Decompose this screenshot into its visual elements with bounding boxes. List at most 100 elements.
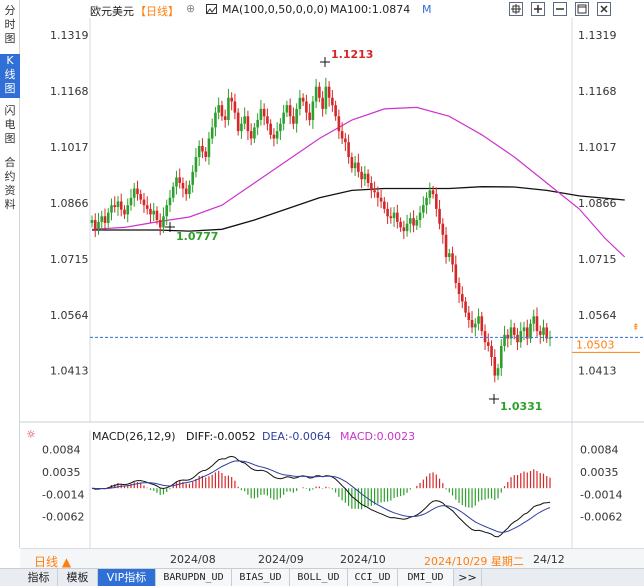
candle-body <box>318 86 321 98</box>
candle-body <box>191 171 194 185</box>
macd-tick-right: -0.0062 <box>580 511 622 524</box>
candle-body <box>210 127 214 139</box>
candle-body <box>305 101 308 113</box>
candle-body <box>483 331 487 343</box>
candle-body <box>175 177 178 187</box>
tab-bias[interactable]: BIAS_UD <box>232 569 290 586</box>
period-label[interactable]: 【日线】 <box>135 5 179 18</box>
candle-body <box>162 216 165 228</box>
tab-indicators[interactable]: 指标 <box>20 569 58 586</box>
price-tick-right: 1.1017 <box>578 141 617 154</box>
x-label-dec: 24/12 <box>533 553 565 566</box>
candle-body <box>532 316 536 324</box>
side-tab-contract[interactable]: 合约资料 <box>0 156 20 214</box>
candle-body <box>496 368 500 376</box>
candle-body <box>253 127 256 139</box>
candle-body <box>269 123 272 135</box>
ma-m-button[interactable]: M <box>422 3 432 16</box>
tab-cci[interactable]: CCI_UD <box>348 569 398 586</box>
prior-low-marker: 1.0777 <box>165 222 218 243</box>
candle-body <box>422 205 425 213</box>
price-tick-left: 1.0715 <box>50 253 89 266</box>
candle-body <box>129 197 133 206</box>
macd-value: MACD:0.0023 <box>340 430 415 443</box>
crosshair-icon[interactable] <box>509 2 523 16</box>
macd-tick-left: -0.0014 <box>42 489 84 502</box>
zoom-out-icon[interactable] <box>553 2 567 16</box>
tab-more[interactable]: >> <box>454 569 482 586</box>
candle-body <box>383 201 386 209</box>
candle-body <box>100 216 104 222</box>
candle-body <box>350 157 354 169</box>
candle-body <box>499 345 503 369</box>
candle-body <box>93 220 97 230</box>
price-tick-left: 1.1319 <box>50 29 89 42</box>
candle-body <box>389 216 393 219</box>
scroll-up-icon[interactable]: ⇞ <box>632 323 640 333</box>
macd-label: MACD(26,12,9) <box>92 430 176 443</box>
price-axis-right: 1.1319 1.1168 1.1017 1.0866 1.0715 1.0564 1.04… <box>578 29 617 378</box>
side-tab-char: 合 <box>4 156 16 169</box>
candle-body <box>490 345 493 358</box>
candle-body <box>509 327 513 339</box>
side-tab-label: 合约资料 <box>0 156 20 212</box>
pin-icon[interactable]: ⊕ <box>186 2 196 15</box>
indicator-settings-icon[interactable] <box>206 4 217 14</box>
zoom-in-icon[interactable] <box>531 2 545 16</box>
macd-settings-icon[interactable]: ☼ <box>26 428 36 441</box>
candle-body <box>113 205 117 208</box>
candle-body <box>123 209 126 215</box>
prior-low-annotation: 1.0777 <box>176 230 218 243</box>
tab-dmi[interactable]: DMI_UD <box>398 569 454 586</box>
high-marker: 1.1213 <box>320 48 373 67</box>
candle-body <box>197 145 201 158</box>
candle-body <box>464 301 467 313</box>
candle-body <box>204 151 207 158</box>
macd-tick-right: 0.0084 <box>580 444 619 457</box>
side-tab-char: 图 <box>4 132 16 145</box>
candle-body <box>279 123 282 132</box>
restore-icon[interactable] <box>575 2 589 16</box>
side-tab-flash[interactable]: 闪电图 <box>0 104 20 148</box>
tab-boll[interactable]: BOLL_UD <box>290 569 348 586</box>
candle-body <box>288 105 292 117</box>
candle-body <box>298 97 302 109</box>
candle-body <box>155 210 159 220</box>
tab-barupdn[interactable]: BARUPDN_UD <box>156 569 232 586</box>
tab-templates[interactable]: 模板 <box>58 569 98 586</box>
macd-histogram <box>94 469 551 510</box>
candle-body <box>97 221 100 230</box>
period-selector[interactable]: 日线 ▲ <box>34 555 72 569</box>
price-tick-right: 1.1168 <box>578 85 617 98</box>
side-tab-char: 闪 <box>4 104 16 117</box>
candle-body <box>386 208 389 217</box>
candle-body <box>158 220 162 228</box>
ma-params: MA(100,0,50,0,0,0) <box>222 3 329 16</box>
candle-body <box>493 357 497 376</box>
candle-body <box>529 323 532 339</box>
price-tick-right: 1.0715 <box>578 253 617 266</box>
candle-body <box>259 108 263 120</box>
candle-body <box>545 327 549 339</box>
candle-body <box>444 234 448 258</box>
macd-tick-left: 0.0084 <box>42 444 81 457</box>
candle-body <box>516 334 519 343</box>
candle-body <box>327 86 331 98</box>
macd-tick-left: 0.0035 <box>42 466 81 479</box>
price-tick-left: 1.0866 <box>50 197 89 210</box>
kline-chart[interactable]: 1.1319 1.1168 1.1017 1.0866 1.0715 1.0564 1.04… <box>20 0 644 548</box>
close-icon[interactable] <box>597 2 611 16</box>
candle-body <box>165 205 169 217</box>
ma100-path <box>92 186 625 232</box>
candle-body <box>321 97 324 109</box>
candle-body <box>542 327 545 335</box>
side-tab-timeshare[interactable]: 分时图 <box>0 4 20 48</box>
candle-body <box>188 184 191 195</box>
candle-body <box>272 134 276 139</box>
candle-body <box>337 116 341 132</box>
tab-vip-indicators[interactable]: VIP指标 <box>98 569 156 586</box>
macd-tick-left: -0.0062 <box>42 511 84 524</box>
candle-body <box>370 182 373 191</box>
candle-body <box>90 220 94 223</box>
